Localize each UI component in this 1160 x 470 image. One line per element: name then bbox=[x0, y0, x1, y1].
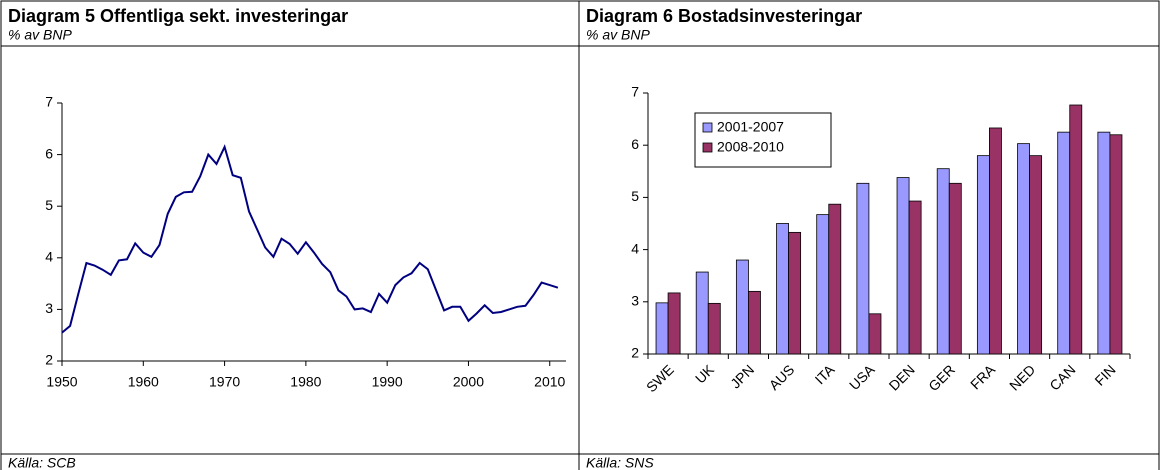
bar bbox=[856, 182, 870, 355]
x-tick-label: NED bbox=[1006, 361, 1038, 393]
y-tick-label: 3 bbox=[631, 293, 639, 309]
x-tick-label: 1990 bbox=[372, 374, 403, 390]
y-tick-label: 5 bbox=[631, 188, 639, 204]
x-tick-label: 1950 bbox=[46, 374, 77, 390]
legend-label: 2001-2007 bbox=[717, 119, 784, 135]
y-tick-label: 5 bbox=[45, 197, 53, 213]
bar bbox=[1069, 104, 1083, 355]
x-tick-label: 1960 bbox=[128, 374, 159, 390]
bar bbox=[828, 203, 842, 355]
bar bbox=[735, 259, 749, 355]
x-tick-label: CAN bbox=[1046, 361, 1078, 393]
bar bbox=[948, 182, 962, 355]
bar bbox=[1109, 134, 1123, 355]
y-tick-label: 6 bbox=[45, 145, 53, 161]
x-tick-label: JPN bbox=[727, 361, 757, 391]
legend-swatch bbox=[702, 142, 713, 153]
legend-swatch bbox=[702, 122, 713, 133]
chart-source: Källa: SNS bbox=[586, 455, 654, 470]
bar bbox=[1017, 143, 1030, 355]
bar bbox=[776, 223, 789, 355]
y-tick-label: 2 bbox=[45, 352, 53, 368]
x-tick-label: ITA bbox=[812, 361, 838, 387]
x-tick-label: SWE bbox=[643, 361, 677, 395]
chart-source: Källa: SCB bbox=[8, 455, 76, 470]
y-tick-label: 7 bbox=[45, 94, 53, 110]
bar bbox=[655, 302, 669, 355]
x-tick-label: USA bbox=[846, 361, 878, 393]
x-tick-label: DEN bbox=[886, 361, 918, 393]
x-tick-label: 1980 bbox=[290, 374, 321, 390]
bar bbox=[748, 290, 761, 355]
legend-box bbox=[694, 112, 832, 168]
bar bbox=[707, 302, 721, 355]
x-tick-label: GER bbox=[925, 361, 958, 394]
line-series bbox=[61, 144, 559, 334]
y-tick-label: 4 bbox=[631, 240, 639, 256]
y-tick-label: 2 bbox=[631, 345, 639, 361]
legend-label: 2008-2010 bbox=[717, 139, 784, 155]
bar bbox=[868, 313, 882, 355]
bar bbox=[816, 214, 830, 355]
chart-subtitle: % av BNP bbox=[8, 27, 72, 43]
y-tick-label: 6 bbox=[631, 136, 639, 152]
bar bbox=[667, 292, 681, 355]
x-tick-label: AUS bbox=[766, 361, 798, 393]
bar bbox=[976, 155, 990, 355]
chart-title: Diagram 6 Bostadsinvesteringar bbox=[586, 6, 862, 26]
bar bbox=[989, 127, 1002, 355]
x-tick-label: FRA bbox=[967, 361, 999, 393]
bar bbox=[1057, 131, 1071, 355]
x-tick-label: 1970 bbox=[209, 374, 240, 390]
bar bbox=[1029, 155, 1043, 355]
bar bbox=[695, 271, 709, 355]
bar bbox=[936, 168, 950, 355]
bar bbox=[908, 200, 922, 355]
x-tick-label: UK bbox=[692, 361, 718, 387]
bar bbox=[896, 177, 910, 355]
chart-title: Diagram 5 Offentliga sekt. investeringar bbox=[8, 6, 348, 26]
bar bbox=[1097, 131, 1111, 355]
y-tick-label: 3 bbox=[45, 300, 53, 316]
y-tick-label: 7 bbox=[631, 84, 639, 100]
x-tick-label: 2000 bbox=[453, 374, 484, 390]
y-tick-label: 4 bbox=[45, 249, 53, 265]
x-tick-label: 2010 bbox=[534, 374, 565, 390]
bar bbox=[788, 231, 802, 355]
x-tick-label: FIN bbox=[1091, 361, 1118, 388]
chart-subtitle: % av BNP bbox=[586, 27, 650, 43]
